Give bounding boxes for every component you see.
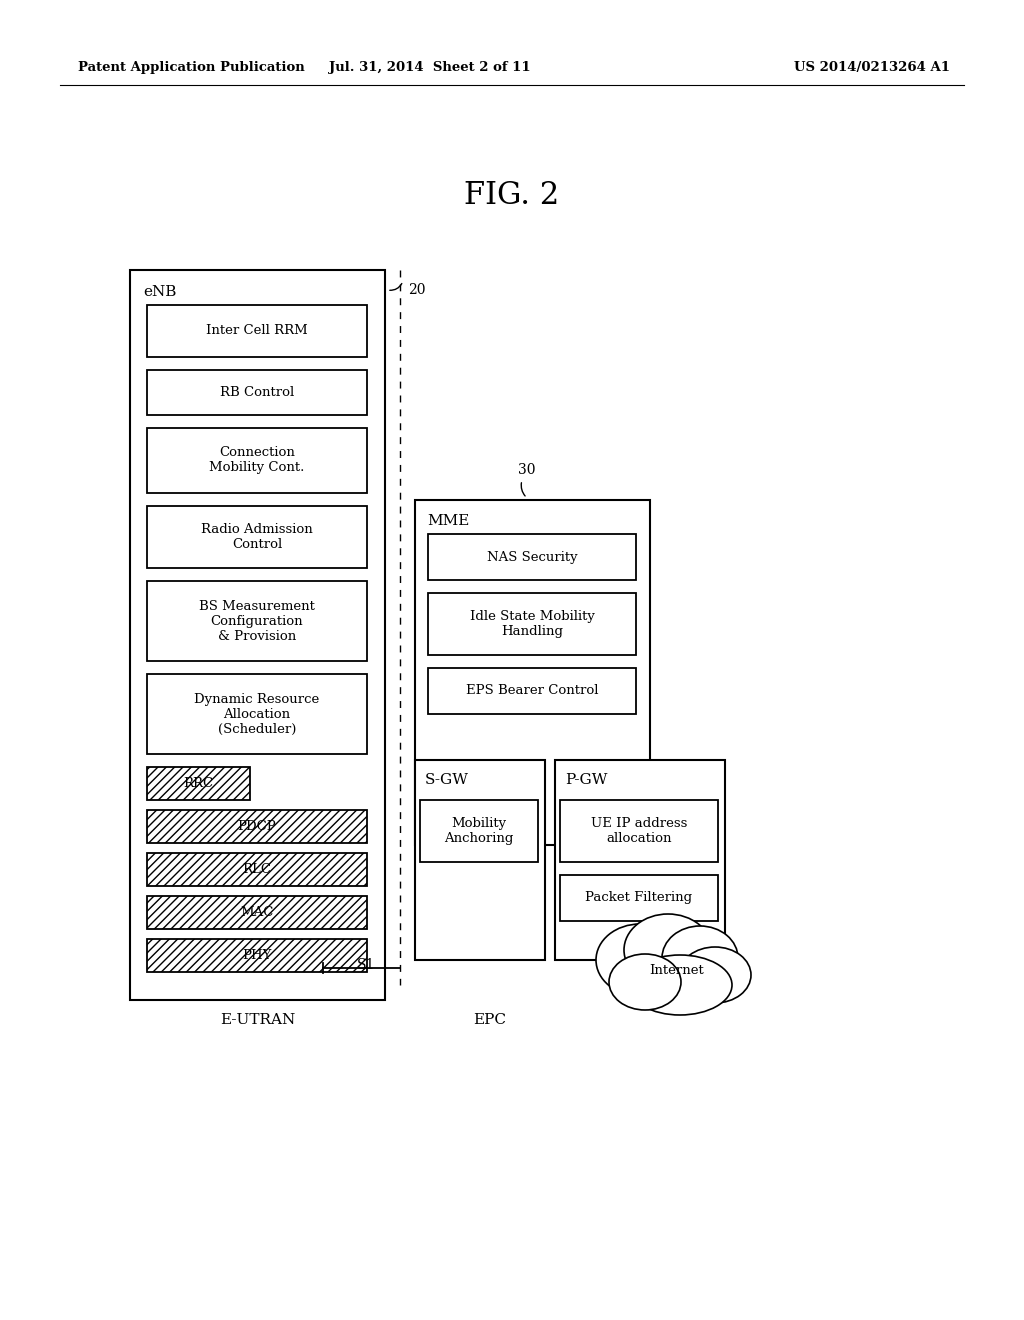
Bar — [130, 271, 385, 1001]
Bar — [560, 875, 718, 921]
Text: MAC: MAC — [241, 906, 273, 919]
Bar — [147, 675, 367, 754]
Bar — [415, 760, 545, 960]
Ellipse shape — [628, 954, 732, 1015]
Bar — [147, 896, 367, 929]
Text: PDCP: PDCP — [238, 820, 276, 833]
Text: eNB: eNB — [143, 285, 176, 300]
Bar — [560, 800, 718, 862]
Text: FIG. 2: FIG. 2 — [464, 180, 560, 210]
Text: Idle State Mobility
Handling: Idle State Mobility Handling — [470, 610, 595, 638]
Text: RRC: RRC — [183, 777, 214, 789]
Bar — [428, 593, 636, 655]
Text: US 2014/0213264 A1: US 2014/0213264 A1 — [794, 62, 950, 74]
Ellipse shape — [609, 954, 681, 1010]
Text: NAS Security: NAS Security — [486, 550, 578, 564]
Text: S1: S1 — [356, 958, 375, 972]
Ellipse shape — [596, 924, 684, 997]
Ellipse shape — [624, 913, 712, 986]
Bar — [147, 581, 367, 661]
Text: 20: 20 — [408, 282, 426, 297]
Text: Connection
Mobility Cont.: Connection Mobility Cont. — [209, 446, 305, 474]
Text: EPS Bearer Control: EPS Bearer Control — [466, 685, 598, 697]
Ellipse shape — [662, 927, 738, 990]
Text: E-UTRAN: E-UTRAN — [220, 1012, 296, 1027]
Text: UE IP address
allocation: UE IP address allocation — [591, 817, 687, 845]
Text: BS Measurement
Configuration
& Provision: BS Measurement Configuration & Provision — [199, 599, 315, 643]
Text: Mobility
Anchoring: Mobility Anchoring — [444, 817, 514, 845]
Text: RLC: RLC — [243, 863, 271, 876]
Text: PHY: PHY — [243, 949, 271, 962]
Text: Jul. 31, 2014  Sheet 2 of 11: Jul. 31, 2014 Sheet 2 of 11 — [329, 62, 530, 74]
Bar — [428, 535, 636, 579]
Text: P-GW: P-GW — [565, 774, 607, 787]
Bar — [420, 800, 538, 862]
Text: EPC: EPC — [473, 1012, 507, 1027]
Bar — [147, 506, 367, 568]
Bar — [147, 939, 367, 972]
Text: RB Control: RB Control — [220, 385, 294, 399]
Ellipse shape — [679, 946, 751, 1003]
Bar — [147, 767, 250, 800]
Text: Patent Application Publication: Patent Application Publication — [78, 62, 305, 74]
Bar — [555, 760, 725, 960]
Bar — [415, 500, 650, 845]
Bar — [428, 668, 636, 714]
Text: Internet: Internet — [649, 965, 705, 978]
Text: Radio Admission
Control: Radio Admission Control — [201, 523, 313, 550]
Text: Dynamic Resource
Allocation
(Scheduler): Dynamic Resource Allocation (Scheduler) — [195, 693, 319, 735]
Text: S-GW: S-GW — [425, 774, 469, 787]
Text: MME: MME — [427, 513, 469, 528]
Text: 30: 30 — [518, 463, 536, 477]
Bar — [147, 428, 367, 492]
Text: Packet Filtering: Packet Filtering — [586, 891, 692, 904]
Text: Inter Cell RRM: Inter Cell RRM — [206, 325, 308, 338]
Bar — [147, 810, 367, 843]
Bar — [147, 853, 367, 886]
Bar — [147, 305, 367, 356]
Bar — [147, 370, 367, 414]
